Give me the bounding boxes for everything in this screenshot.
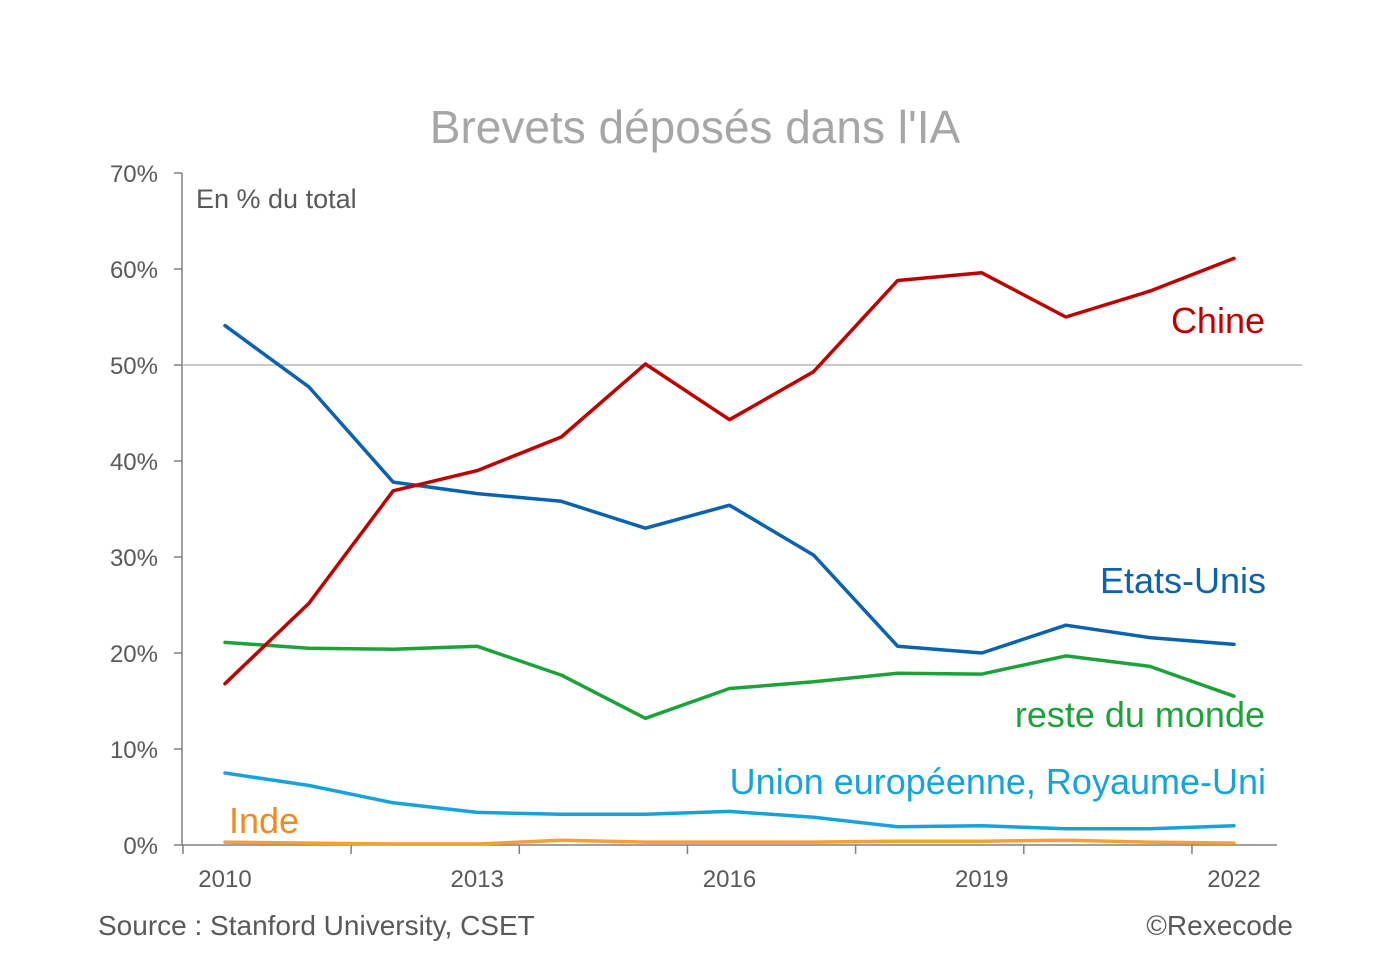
- series-label-reste-du-monde: reste du monde: [1015, 694, 1265, 735]
- series-labels: Chine Etats-Unis reste du monde Union europ…: [229, 300, 1266, 841]
- x-tick-label: 2016: [703, 866, 756, 893]
- x-tick-label: 2022: [1207, 866, 1260, 893]
- source-note: Source : Stanford University, CSET: [98, 910, 535, 941]
- y-tick-label: 20%: [110, 641, 158, 668]
- y-tick-label: 70%: [110, 161, 158, 188]
- chart-title: Brevets déposés dans l'IA: [429, 101, 961, 153]
- y-tick-label: 60%: [110, 257, 158, 284]
- x-tick-label: 2013: [451, 866, 504, 893]
- y-tick-label: 30%: [110, 545, 158, 572]
- series-label-etats-unis: Etats-Unis: [1100, 560, 1266, 601]
- y-tick-label: 50%: [110, 353, 158, 380]
- series-label-union-europeenne-royaume-uni: Union européenne, Royaume-Uni: [730, 761, 1266, 802]
- x-tick-label: 2010: [198, 866, 251, 893]
- series-line-union-europeenne-royaume-uni: [223, 771, 1236, 831]
- x-tick-label: 2019: [955, 866, 1008, 893]
- series-label-inde: Inde: [229, 800, 299, 841]
- y-tick-label: 10%: [110, 737, 158, 764]
- x-axis: 2010 2013 2016 2019 2022: [182, 844, 1277, 893]
- chart-subtitle: En % du total: [196, 184, 357, 214]
- series-line-reste-du-monde: [223, 640, 1236, 721]
- series-line-chine: [223, 256, 1236, 686]
- series-line-etats-unis: [223, 323, 1236, 655]
- series-line-inde: [223, 838, 1236, 846]
- y-tick-label: 40%: [110, 449, 158, 476]
- series-lines: [223, 256, 1236, 846]
- copyright-note: ©Rexecode: [1146, 910, 1293, 941]
- series-label-chine: Chine: [1171, 300, 1265, 341]
- y-axis: 0% 10% 20% 30% 40% 50% 60% 70%: [110, 161, 183, 860]
- y-tick-label: 0%: [123, 833, 158, 860]
